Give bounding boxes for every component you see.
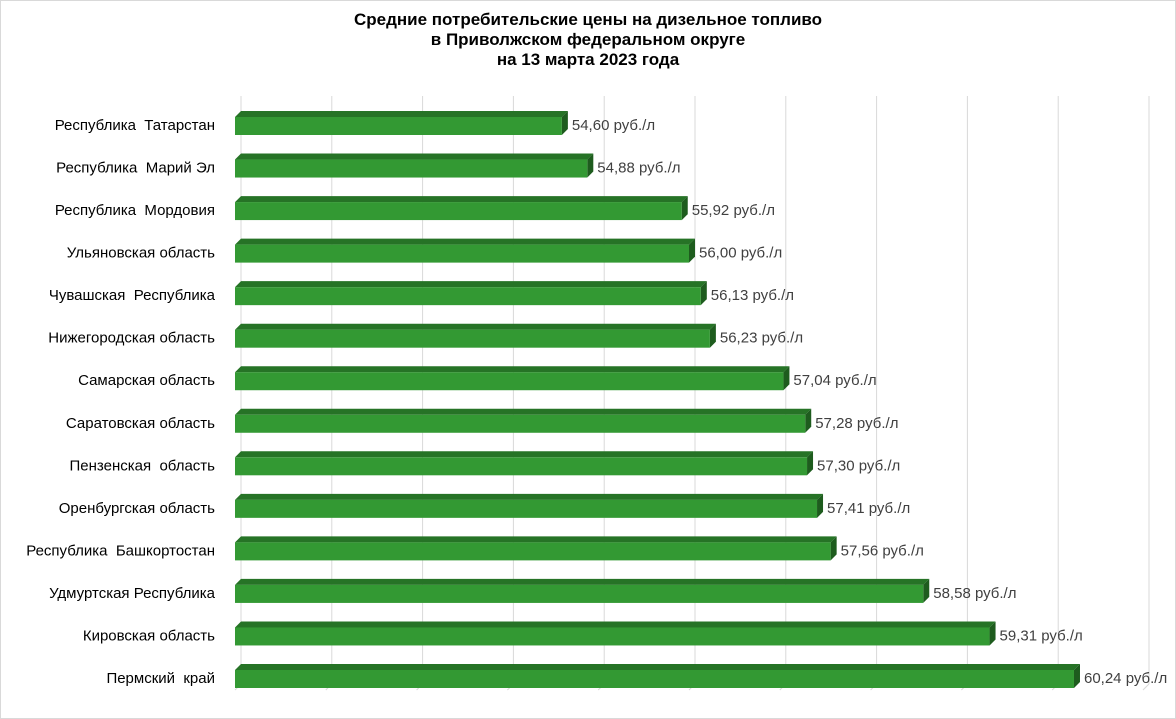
bar-side (681, 196, 688, 221)
category-label: Нижегородская область (48, 330, 215, 347)
category-label: Ульяновская область (67, 245, 215, 262)
bar-side (989, 621, 996, 646)
value-label: 58,58 руб./л (933, 585, 1016, 602)
bar-top (235, 536, 837, 543)
bar-side (709, 323, 716, 348)
bar (235, 329, 710, 348)
category-label: Республика Башкортостан (26, 542, 215, 559)
value-label: 57,56 руб./л (841, 542, 924, 559)
bar-top (235, 408, 812, 415)
bar-side (587, 153, 594, 178)
bar-top (235, 196, 688, 203)
bar-top (235, 323, 716, 330)
bar-side (783, 366, 790, 391)
bar (235, 117, 562, 135)
chart-title-line-3: на 13 марта 2023 года (496, 50, 680, 69)
value-label: 54,60 руб./л (572, 117, 655, 134)
value-label: 55,92 руб./л (692, 202, 775, 219)
category-label: Оренбургская область (59, 500, 215, 517)
bar (235, 244, 689, 263)
bar (235, 202, 682, 221)
bar-side (805, 408, 812, 433)
value-label: 57,28 руб./л (815, 415, 898, 432)
bar-top (235, 111, 568, 117)
category-label: Саратовская область (66, 415, 215, 432)
value-label: 56,00 руб./л (699, 245, 782, 262)
value-label: 57,04 руб./л (793, 372, 876, 389)
bar (235, 627, 990, 646)
value-label: 54,88 руб./л (597, 160, 680, 177)
value-label: 56,13 руб./л (711, 287, 794, 304)
bar (235, 372, 784, 391)
bar-top (235, 664, 1080, 670)
category-label: Самарская область (78, 372, 215, 389)
bar-top (235, 366, 790, 373)
category-label: Удмуртская Республика (49, 585, 216, 602)
category-label: Пермский край (106, 670, 215, 687)
chart-title-line-1: Средние потребительские цены на дизельно… (353, 10, 823, 29)
bar-top (235, 281, 707, 288)
bar-side (807, 451, 814, 476)
bar-top (235, 493, 824, 500)
value-label: 60,24 руб./л (1084, 670, 1167, 687)
value-label: 56,23 руб./л (720, 330, 803, 347)
category-label: Республика Марий Эл (56, 160, 215, 177)
category-label: Кировская область (83, 627, 215, 644)
bar-top (235, 621, 996, 628)
bar-side (689, 238, 695, 263)
bar (235, 584, 924, 603)
chart-title: Средние потребительские цены на дизельно… (0, 10, 1176, 70)
bar-side (1073, 664, 1080, 688)
bar-top (235, 578, 930, 585)
bar (235, 457, 808, 476)
bar (235, 542, 831, 561)
value-label: 57,41 руб./л (827, 500, 910, 517)
bar-top (235, 451, 814, 458)
category-label: Республика Татарстан (55, 117, 215, 134)
bar (235, 499, 818, 518)
bar (235, 414, 806, 433)
category-label: Республика Мордовия (55, 202, 215, 219)
bar-side (561, 111, 568, 135)
gridline-floor (1142, 683, 1150, 691)
bar (235, 287, 701, 306)
bar-side (700, 281, 707, 306)
category-label: Пензенская область (70, 457, 216, 474)
bar-top (235, 153, 594, 160)
value-label: 57,30 руб./л (817, 457, 900, 474)
bar-top (235, 238, 695, 245)
bar (235, 670, 1074, 688)
category-label: Чувашская Республика (49, 287, 216, 304)
bar-side (923, 578, 930, 603)
bar-side (830, 536, 837, 561)
chart-title-line-2: в Приволжском федеральном округе (430, 30, 746, 49)
bar (235, 159, 588, 178)
bar-side (817, 493, 824, 518)
value-label: 59,31 руб./л (1000, 627, 1083, 644)
